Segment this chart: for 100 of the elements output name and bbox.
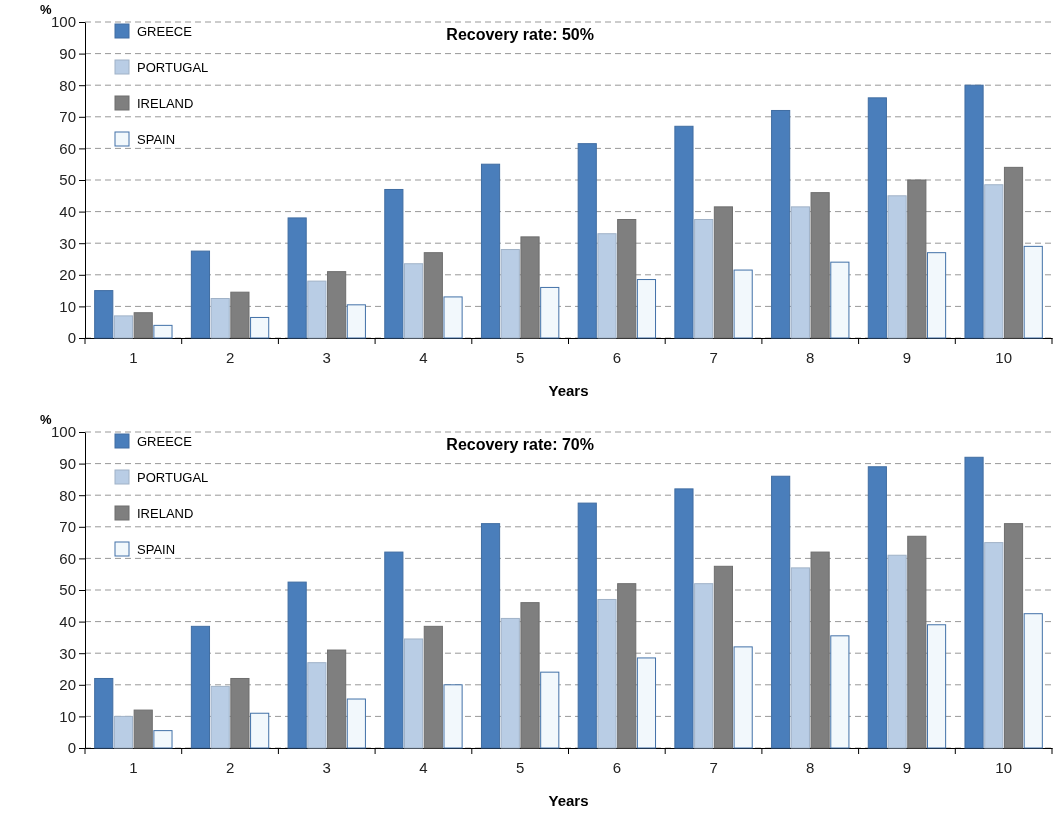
x-tick-label: 4 (419, 348, 428, 366)
x-tick-label: 4 (419, 758, 428, 776)
y-tick-label: 10 (59, 707, 76, 725)
bar (520, 236, 540, 339)
bar (713, 565, 733, 749)
bar (500, 249, 520, 339)
y-tick-label: 50 (59, 581, 76, 599)
bar (133, 312, 153, 339)
bar (287, 581, 307, 749)
bar (346, 304, 366, 339)
chart-title: Recovery rate: 50% (446, 26, 594, 43)
bar (674, 125, 694, 339)
bar (250, 316, 270, 339)
bar (926, 624, 947, 749)
bar (230, 677, 250, 749)
bar (404, 263, 424, 339)
bar (713, 206, 733, 339)
x-tick-label: 7 (709, 348, 718, 366)
bar (153, 324, 173, 339)
y-axis-title: % (40, 412, 52, 427)
legend-label: GREECE (137, 434, 193, 449)
x-axis-title: Years (548, 792, 589, 809)
bar (1023, 245, 1043, 339)
bar (94, 677, 114, 749)
legend-label: PORTUGAL (137, 60, 209, 75)
bar (190, 625, 211, 749)
chart-title: Recovery rate: 70% (446, 436, 594, 453)
y-tick-label: 50 (59, 171, 76, 189)
bar (307, 280, 327, 339)
bar (480, 523, 501, 749)
bar (617, 583, 637, 749)
bar (733, 646, 753, 749)
bar (190, 250, 211, 339)
bar (771, 109, 791, 339)
bar (964, 456, 984, 749)
bar (443, 684, 463, 749)
bar (250, 712, 270, 749)
bar (887, 554, 907, 749)
bar (423, 252, 443, 339)
bar (926, 252, 947, 339)
bar (867, 97, 887, 339)
x-tick-label: 3 (322, 758, 331, 776)
bar (771, 475, 791, 749)
bar (733, 269, 753, 339)
bar (307, 662, 327, 749)
y-tick-label: 70 (59, 518, 76, 536)
bar (830, 261, 850, 339)
bar (327, 271, 347, 339)
bar (133, 709, 153, 749)
x-tick-label: 6 (612, 348, 622, 366)
bar (346, 698, 366, 749)
bar (984, 542, 1004, 749)
bar (443, 296, 463, 339)
y-tick-label: 30 (59, 234, 76, 252)
bar (327, 649, 347, 749)
y-tick-label: 90 (59, 44, 76, 62)
legend-label: GREECE (137, 24, 193, 39)
bar (113, 715, 134, 749)
bar (153, 730, 173, 749)
x-tick-label: 7 (709, 758, 718, 776)
y-tick-label: 40 (59, 612, 76, 630)
bar (887, 195, 907, 339)
bar (964, 84, 984, 339)
bar (907, 535, 927, 749)
y-tick-label: 60 (59, 549, 76, 567)
y-tick-label: 70 (59, 108, 76, 126)
x-tick-label: 2 (225, 758, 235, 776)
y-tick-label: 40 (59, 202, 76, 220)
bar (500, 617, 520, 749)
bar (636, 279, 657, 339)
bar (694, 219, 714, 339)
y-axis-title: % (40, 2, 52, 17)
bar (867, 466, 887, 749)
y-tick-label: 80 (59, 486, 76, 504)
legend-label: SPAIN (137, 132, 176, 147)
bar (984, 184, 1004, 339)
bar (790, 206, 810, 339)
x-tick-label: 9 (902, 348, 912, 366)
bar (1023, 613, 1043, 749)
bar (540, 671, 560, 749)
x-tick-label: 5 (515, 758, 525, 776)
legend-label: SPAIN (137, 542, 176, 557)
x-tick-label: 1 (129, 758, 138, 776)
bar (230, 291, 250, 339)
y-tick-label: 60 (59, 139, 76, 157)
y-tick-label: 0 (67, 329, 76, 347)
x-tick-label: 8 (806, 758, 815, 776)
bar (907, 179, 927, 339)
bar (210, 298, 230, 339)
bar (597, 598, 617, 749)
bar (384, 188, 404, 339)
y-tick-label: 30 (59, 644, 76, 662)
y-tick-label: 100 (50, 423, 76, 441)
bar (1003, 523, 1024, 749)
y-tick-label: 10 (59, 297, 76, 315)
y-tick-label: 0 (67, 739, 76, 757)
bar (617, 219, 637, 339)
bar (540, 286, 560, 339)
bar (113, 315, 134, 339)
legend-label: IRELAND (137, 506, 194, 521)
